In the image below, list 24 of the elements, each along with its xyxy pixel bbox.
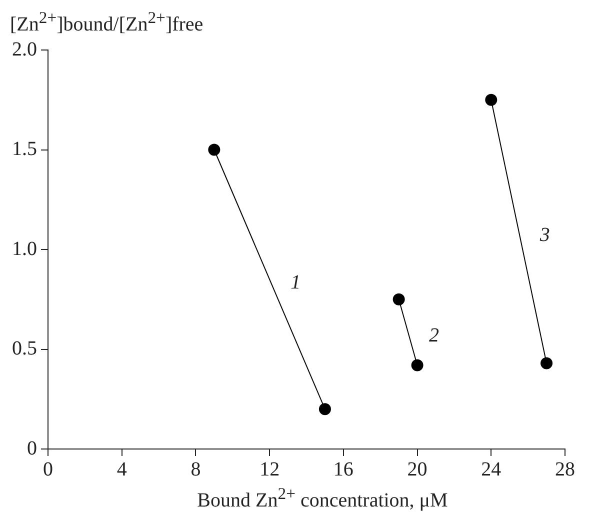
x-tick-label: 16 [333, 458, 354, 480]
x-tick-label: 12 [260, 458, 280, 480]
x-tick-label: 20 [407, 458, 428, 480]
x-tick-label: 0 [43, 458, 53, 480]
y-tick-label: 1.5 [12, 138, 37, 160]
x-tick-label: 24 [481, 458, 502, 480]
y-tick-label: 2.0 [12, 38, 37, 60]
point [411, 359, 424, 372]
point [392, 293, 405, 306]
point [208, 144, 220, 156]
x-axis-title: Bound Zn$^{2+}$ concentration, μM [196, 484, 449, 513]
point [485, 94, 498, 106]
point [540, 357, 553, 370]
y-tick-label: 0 [27, 437, 37, 460]
series-label: 1 [290, 272, 301, 294]
y-tick-label: 1.0 [12, 238, 37, 260]
x-tick-label: 4 [116, 458, 127, 480]
x-tick-label: 8 [190, 458, 201, 480]
x-tick-label: 28 [555, 458, 575, 480]
series-label: 2 [429, 324, 440, 347]
series-label: 3 [538, 224, 550, 246]
point [318, 403, 331, 416]
y-tick-label: 0.5 [12, 338, 37, 360]
y-axis-title: [Zn$^{2+}$]bound/[Zn$^{2+}$]free [9, 8, 204, 36]
